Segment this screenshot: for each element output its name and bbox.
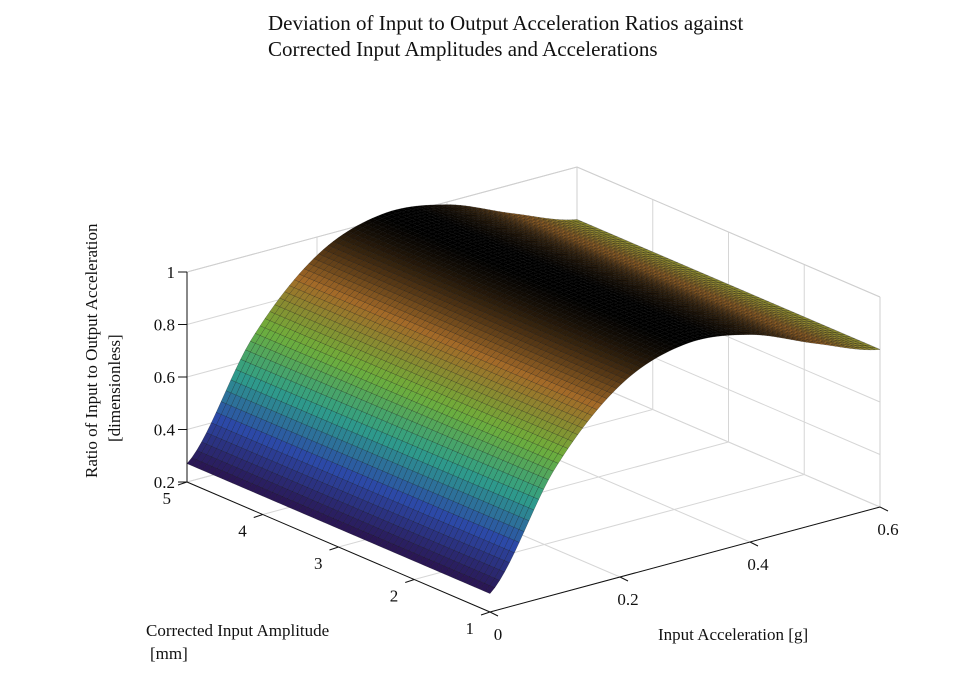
y-tick-label: 5	[163, 489, 172, 508]
y-tick-label: 4	[238, 522, 247, 541]
y-tick-label: 2	[390, 587, 399, 606]
x-tick-mark	[489, 611, 499, 617]
axes-lines	[177, 271, 889, 617]
x-tick-mark	[879, 506, 889, 512]
surface-patch	[870, 347, 881, 350]
x-axis-label: Input Acceleration [g]	[658, 625, 809, 644]
y-axis-label-line-1: Corrected Input Amplitude	[146, 621, 330, 640]
z-axis-label-line-2: [dimensionless]	[105, 334, 124, 442]
z-tick-label: 0.2	[154, 473, 175, 492]
z-tick-label: 0.4	[154, 421, 176, 440]
x-tick-label: 0.2	[617, 590, 638, 609]
y-tick-mark	[480, 611, 491, 616]
box-edge	[576, 166, 881, 298]
x-tick-label: 0	[494, 625, 503, 644]
x-axis-line	[489, 506, 881, 613]
y-tick-mark	[329, 546, 339, 551]
chart-title-line-2: Corrected Input Amplitudes and Accelerat…	[268, 37, 658, 61]
z-tick-label: 1	[167, 263, 176, 282]
x-tick-mark	[619, 576, 629, 582]
y-axis-label-line-2: [mm]	[150, 644, 188, 663]
x-tick-label: 0.6	[877, 520, 898, 539]
z-tick-label: 0.8	[154, 316, 175, 335]
y-tick-label: 1	[466, 619, 475, 638]
x-tick-label: 0.4	[747, 555, 769, 574]
z-tick-label: 0.6	[154, 368, 175, 387]
x-tick-mark	[749, 541, 759, 547]
y-tick-label: 3	[314, 554, 323, 573]
surface-mesh	[186, 204, 881, 594]
z-axis-label-line-1: Ratio of Input to Output Acceleration	[82, 223, 101, 478]
y-tick-mark	[253, 514, 263, 518]
y-tick-mark	[177, 481, 188, 486]
y-tick-mark	[405, 579, 415, 583]
chart-title-line-1: Deviation of Input to Output Acceleratio…	[268, 11, 744, 35]
